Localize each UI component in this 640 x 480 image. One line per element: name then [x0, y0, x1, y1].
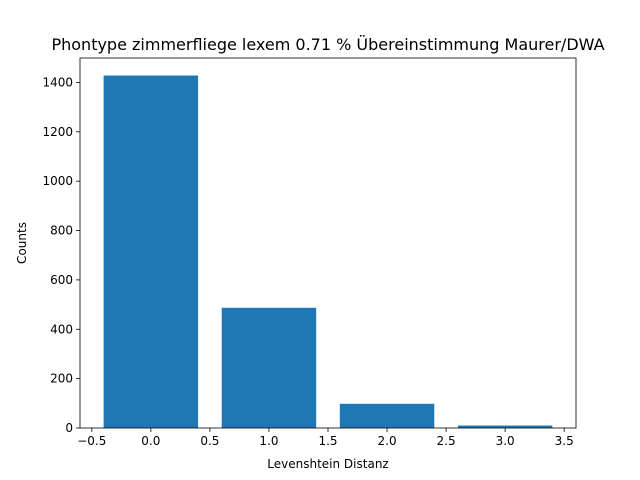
x-tick-label: 1.5 — [318, 434, 337, 448]
x-tick-label: 3.5 — [555, 434, 574, 448]
y-tick-label: 1200 — [42, 125, 73, 139]
y-tick-label: 800 — [50, 224, 73, 238]
y-tick-label: 0 — [65, 421, 73, 435]
x-axis-ticks: −0.5 0.0 0.5 1.0 1.5 2.0 2.5 3.0 3.5 — [77, 428, 574, 448]
y-tick-label: 400 — [50, 322, 73, 336]
x-axis-label: Levenshtein Distanz — [267, 457, 388, 471]
x-tick-label: 0.5 — [200, 434, 219, 448]
y-tick-label: 1400 — [42, 75, 73, 89]
x-tick-label: 3.0 — [496, 434, 515, 448]
bar-2 — [339, 403, 435, 428]
chart-title: Phontype zimmerfliege lexem 0.71 % Übere… — [51, 35, 604, 54]
bars-group — [103, 75, 553, 428]
x-tick-label: 2.5 — [437, 434, 456, 448]
y-tick-label: 200 — [50, 372, 73, 386]
x-tick-label: −0.5 — [77, 434, 106, 448]
plot-frame — [79, 57, 577, 429]
bar-1 — [221, 307, 317, 428]
y-axis-label: Counts — [15, 222, 29, 264]
x-tick-label: 0.0 — [141, 434, 160, 448]
y-axis-ticks: 0 200 400 600 800 1000 1200 1400 — [42, 75, 80, 435]
x-tick-label: 2.0 — [378, 434, 397, 448]
bar-0 — [103, 75, 199, 428]
x-tick-label: 1.0 — [259, 434, 278, 448]
y-tick-label: 1000 — [42, 174, 73, 188]
bar-3 — [457, 425, 553, 428]
y-tick-label: 600 — [50, 273, 73, 287]
